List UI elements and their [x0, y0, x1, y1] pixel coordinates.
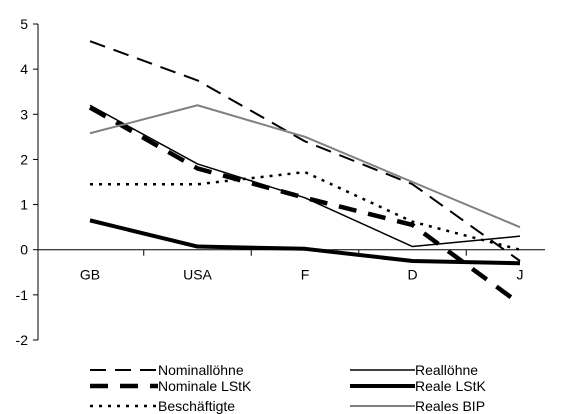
- legend-label-4: Beschäftigte: [158, 398, 235, 414]
- x-tick-label: D: [407, 267, 417, 283]
- legend-label-3: Reale LStK: [415, 378, 486, 394]
- legend-label-5: Reales BIP: [415, 398, 485, 414]
- x-tick-label: J: [517, 267, 524, 283]
- x-tick-label: USA: [183, 267, 212, 283]
- y-tick-label: -2: [16, 332, 29, 348]
- x-tick-label: F: [301, 267, 310, 283]
- y-tick-label: 3: [20, 106, 28, 122]
- series-line-1: [89, 104, 521, 248]
- legend-label-2: Nominale LStK: [158, 378, 252, 394]
- y-tick-label: -1: [16, 287, 29, 303]
- legend-label-0: Nominallöhne: [158, 362, 244, 378]
- y-tick-label: 1: [20, 197, 28, 213]
- y-tick-label: 5: [20, 16, 28, 32]
- x-tick-label: GB: [80, 267, 100, 283]
- chart-legend: Nominallöhne Reallöhne Nominale LStK Reale …: [90, 362, 486, 414]
- chart-series: [88, 40, 522, 306]
- series-line-4: [90, 170, 521, 251]
- series-line-0: [89, 40, 521, 262]
- y-tick-label: 2: [20, 151, 28, 167]
- y-tick-label: 4: [20, 61, 28, 77]
- series-line-5: [89, 104, 521, 229]
- series-line-3: [89, 218, 521, 266]
- series-line-2: [88, 105, 522, 306]
- y-tick-label: 0: [20, 242, 28, 258]
- chart-axes: -2 -1 0 1 2 3 4 5 GB USA F D J: [16, 16, 545, 348]
- legend-label-1: Reallöhne: [415, 362, 478, 378]
